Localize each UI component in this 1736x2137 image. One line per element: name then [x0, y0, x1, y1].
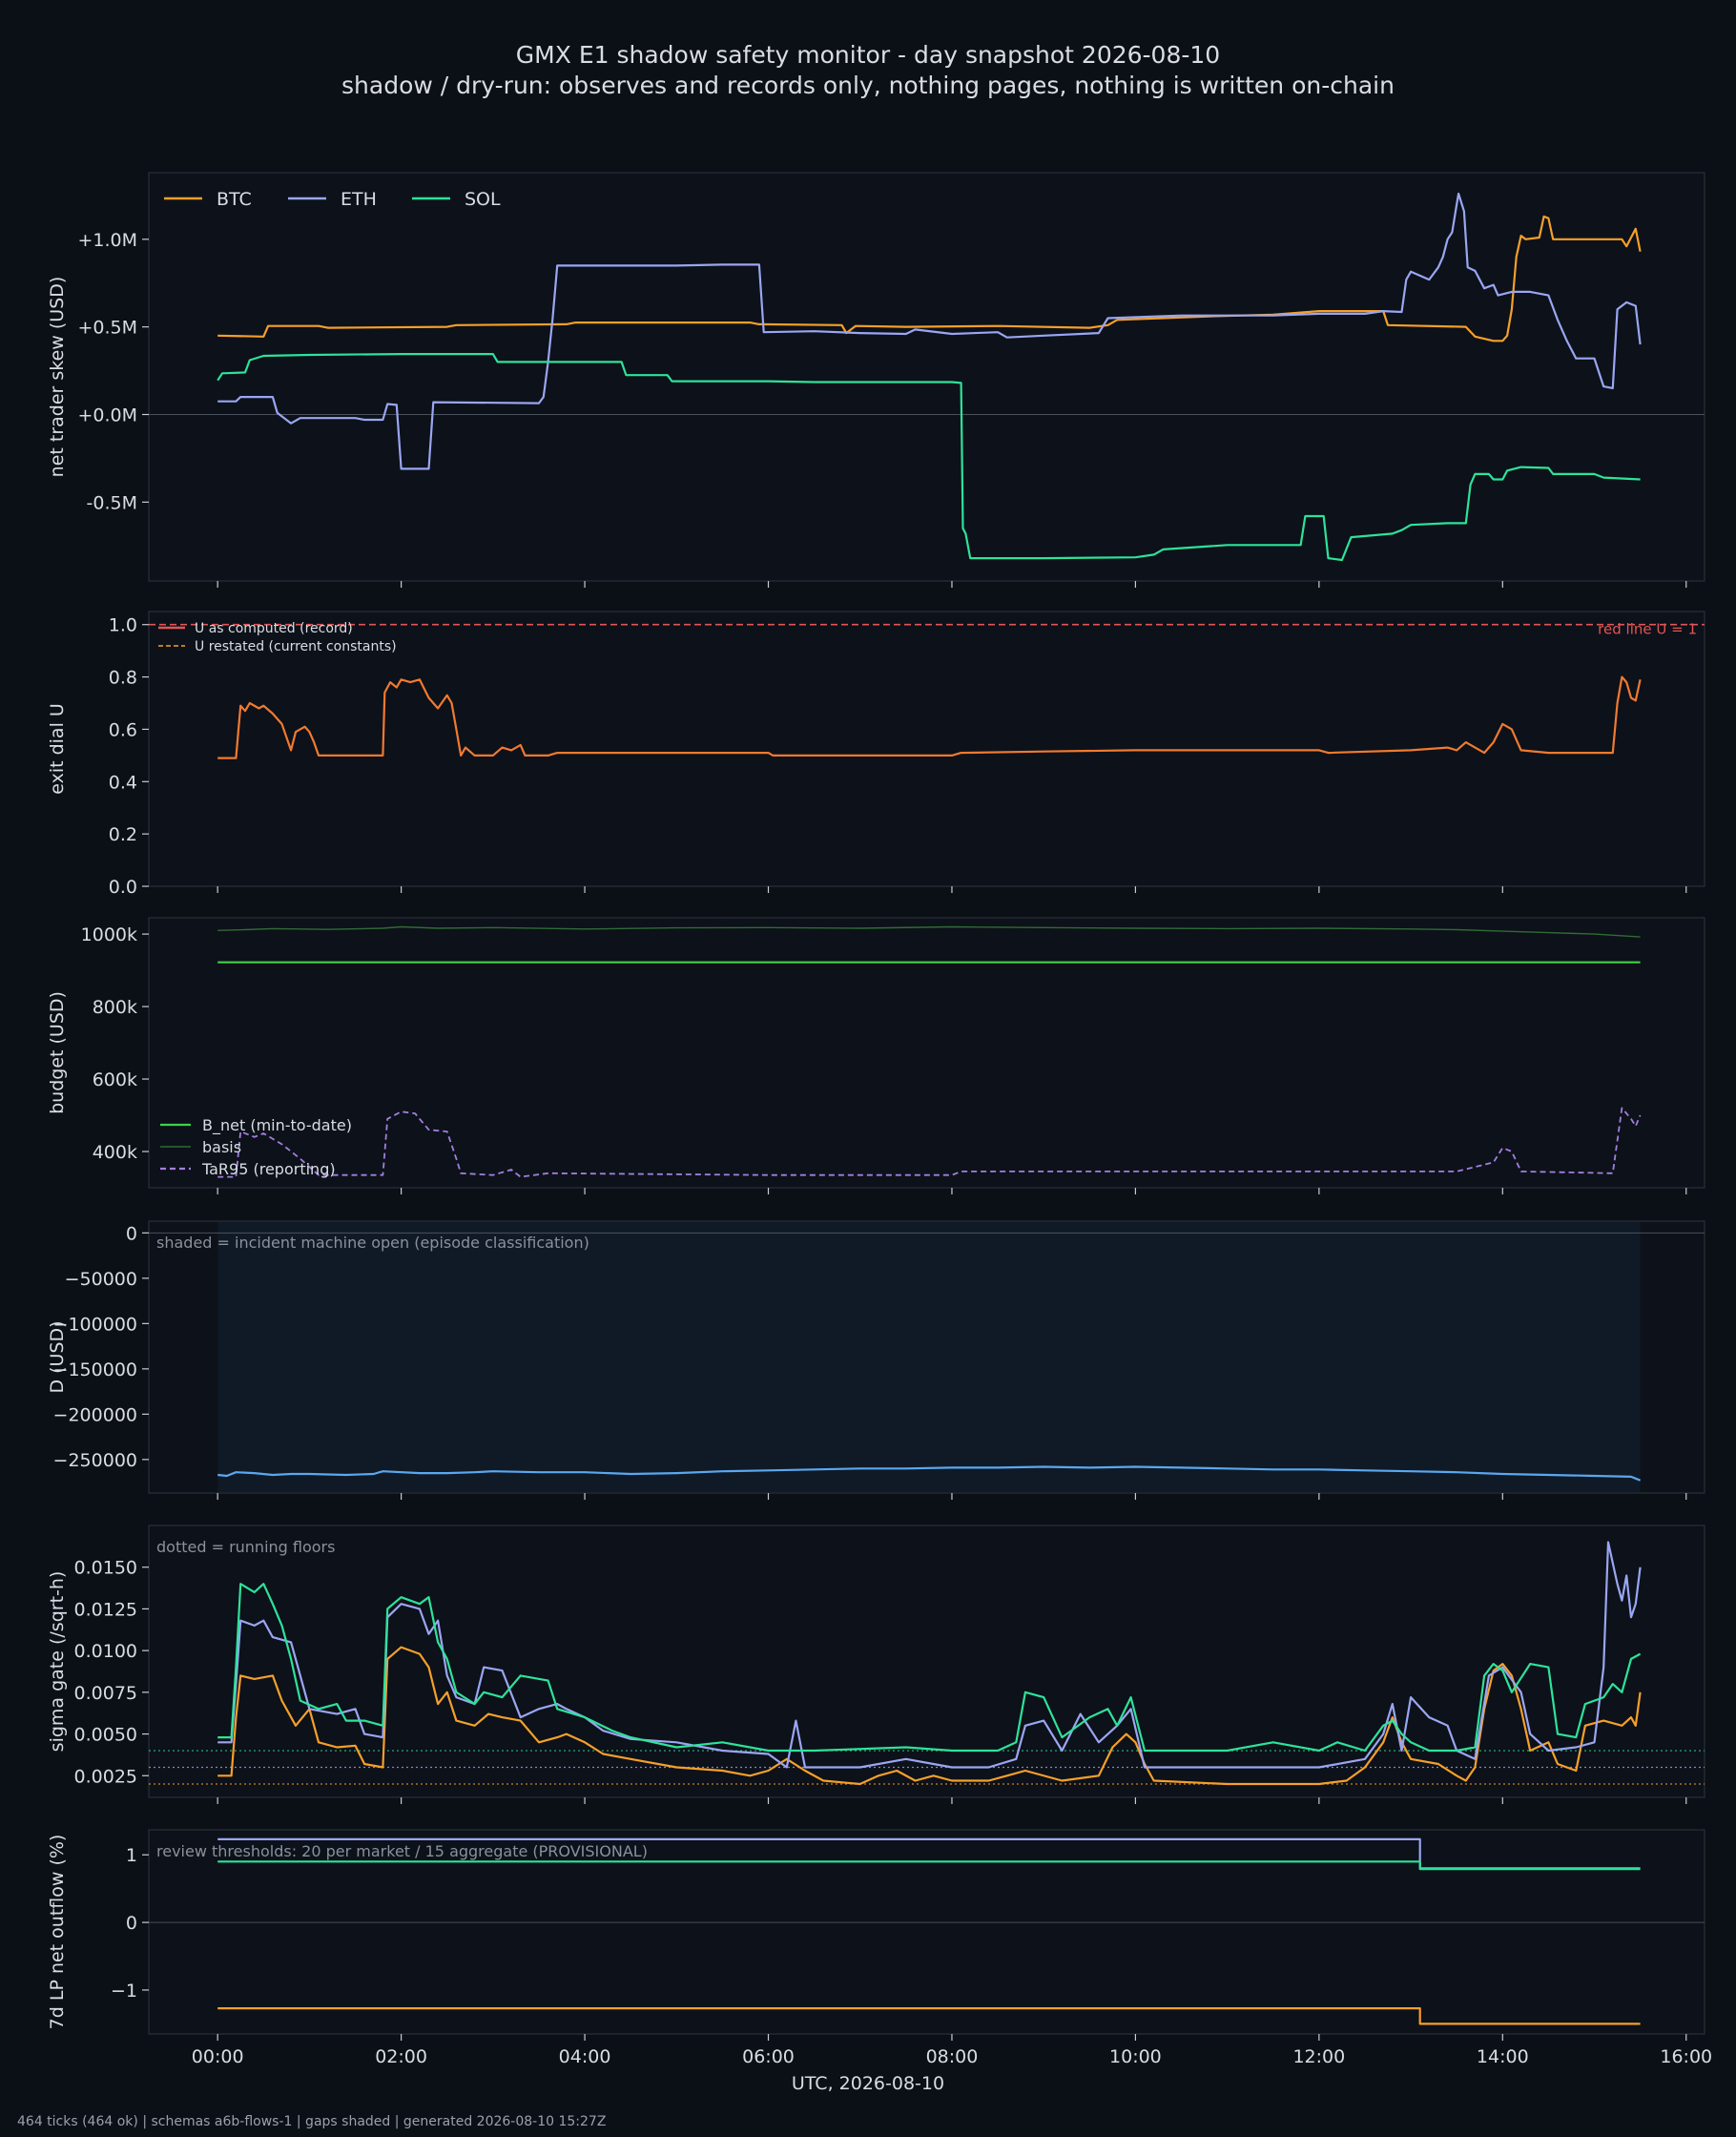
y-tick-label: 0.8 [109, 668, 137, 689]
panels: +1.0M +0.5M +0.0M -0.5M net trader skew (USD… [47, 172, 1712, 2067]
x-tick-label: 08:00 [926, 2046, 979, 2067]
panel-D: 0 −50000 −100000 −150000 −200000 −250000 D (US… [47, 1220, 1705, 1500]
series-eth [217, 192, 1642, 470]
y-axis-label: net trader skew (USD) [47, 277, 68, 478]
legend-label-eth: ETH [341, 189, 377, 210]
y-tick-label: -0.5M [87, 492, 137, 513]
y-axis-label: 7d LP net outflow (%) [47, 1835, 68, 2030]
series-btc [217, 1646, 1642, 1786]
y-tick-label: −1 [111, 1981, 137, 2002]
x-tick-label: 10:00 [1109, 2046, 1162, 2067]
series-tar95-reporting- [217, 1107, 1642, 1178]
series-d [217, 1465, 1642, 1482]
panel-note: shaded = incident machine open (episode … [156, 1234, 589, 1252]
series-u-as-computed-record- [217, 675, 1642, 759]
y-tick-label: 0.0075 [74, 1683, 137, 1704]
series-sol [217, 1860, 1641, 1871]
legend-label: U restated (current constants) [195, 639, 397, 654]
footer-status: 464 ticks (464 ok) | schemas a6b-flows-1… [17, 2114, 606, 2129]
y-tick-label: 0.0 [109, 877, 137, 898]
y-axis-label: exit dial U [47, 703, 68, 795]
y-tick-label: −100000 [53, 1314, 137, 1335]
panel-exit-dial: 0.0 0.2 0.4 0.6 0.8 1.0 exit dial U red line U … [47, 611, 1705, 898]
panel-skew: +1.0M +0.5M +0.0M -0.5M net trader skew (USD… [47, 172, 1705, 588]
panel-budget: 400k 600k 800k 1000k budget (USD) B_net (min-… [47, 917, 1705, 1194]
y-tick-label: 0 [126, 1913, 137, 1934]
x-tick-label: 02:00 [375, 2046, 427, 2067]
x-tick-label: 04:00 [559, 2046, 611, 2067]
panel-frame [148, 1525, 1705, 1798]
y-tick-label: 1000k [81, 924, 137, 945]
legend-label-btc: BTC [217, 189, 252, 210]
y-tick-label: +0.0M [77, 405, 137, 425]
y-tick-label: 800k [93, 997, 137, 1018]
x-tick-label: 16:00 [1660, 2046, 1712, 2067]
y-axis-label: D (USD) [47, 1320, 68, 1393]
y-tick-label: 0.6 [109, 719, 137, 740]
y-tick-label: −200000 [53, 1404, 137, 1425]
chart-title: GMX E1 shadow safety monitor - day snaps… [516, 41, 1220, 69]
y-tick-label: 0.4 [109, 772, 137, 793]
y-tick-label: −250000 [53, 1450, 137, 1471]
y-tick-label: −50000 [65, 1269, 137, 1290]
x-axis-label: UTC, 2026-08-10 [792, 2073, 944, 2094]
series-btc [217, 2007, 1641, 2025]
y-tick-label: 400k [93, 1142, 137, 1163]
panel-note: dotted = running floors [156, 1538, 335, 1556]
legend-label: U as computed (record) [195, 621, 353, 636]
y-tick-label: 0.0100 [74, 1641, 137, 1662]
panel-frame [148, 1829, 1705, 2035]
y-tick-label: 0 [126, 1223, 137, 1244]
panel-frame [148, 172, 1705, 582]
series-sol [217, 353, 1641, 562]
y-tick-label: 0.0125 [74, 1599, 137, 1620]
y-tick-label: 0.0025 [74, 1766, 137, 1787]
chart-subtitle: shadow / dry-run: observes and records o… [341, 72, 1395, 99]
y-tick-label: 600k [93, 1069, 137, 1090]
y-tick-label: −150000 [53, 1359, 137, 1380]
series-eth [217, 1541, 1642, 1769]
y-tick-label: 0.0150 [74, 1558, 137, 1579]
x-tick-label: 06:00 [742, 2046, 795, 2067]
x-tick-label: 00:00 [192, 2046, 244, 2067]
series-sol [217, 1583, 1642, 1753]
y-tick-label: 0.0050 [74, 1725, 137, 1746]
panel-note: review thresholds: 20 per market / 15 ag… [156, 1842, 648, 1860]
panel-lp-outflow: 00:00 02:00 04:00 06:00 08:00 10:00 12:00 14:00… [47, 1829, 1712, 2067]
legend-label: TaR95 (reporting) [201, 1160, 336, 1178]
legend-label-sol: SOL [465, 189, 501, 210]
panel-frame [148, 917, 1705, 1189]
red-line-label: red line U = 1 [1598, 621, 1697, 638]
series-basis [217, 925, 1641, 938]
y-axis-label: sigma gate (/sqrt-h) [47, 1571, 68, 1753]
x-tick-label: 14:00 [1477, 2046, 1529, 2067]
panel-sigma-gate: 0.0025 0.0050 0.0075 0.0100 0.0125 0.0150 sigm… [47, 1525, 1705, 1804]
y-tick-label: 1 [126, 1845, 137, 1866]
y-axis-label: budget (USD) [47, 991, 68, 1114]
y-tick-label: 1.0 [109, 615, 137, 636]
x-tick-label: 12:00 [1292, 2046, 1345, 2067]
y-tick-label: +1.0M [77, 230, 137, 251]
panel-frame [148, 611, 1705, 887]
y-tick-label: 0.2 [109, 824, 137, 845]
incident-shade [217, 1222, 1641, 1492]
y-tick-label: +0.5M [77, 318, 137, 339]
legend-label: B_net (min-to-date) [202, 1116, 352, 1135]
legend-label: basis [202, 1138, 241, 1156]
